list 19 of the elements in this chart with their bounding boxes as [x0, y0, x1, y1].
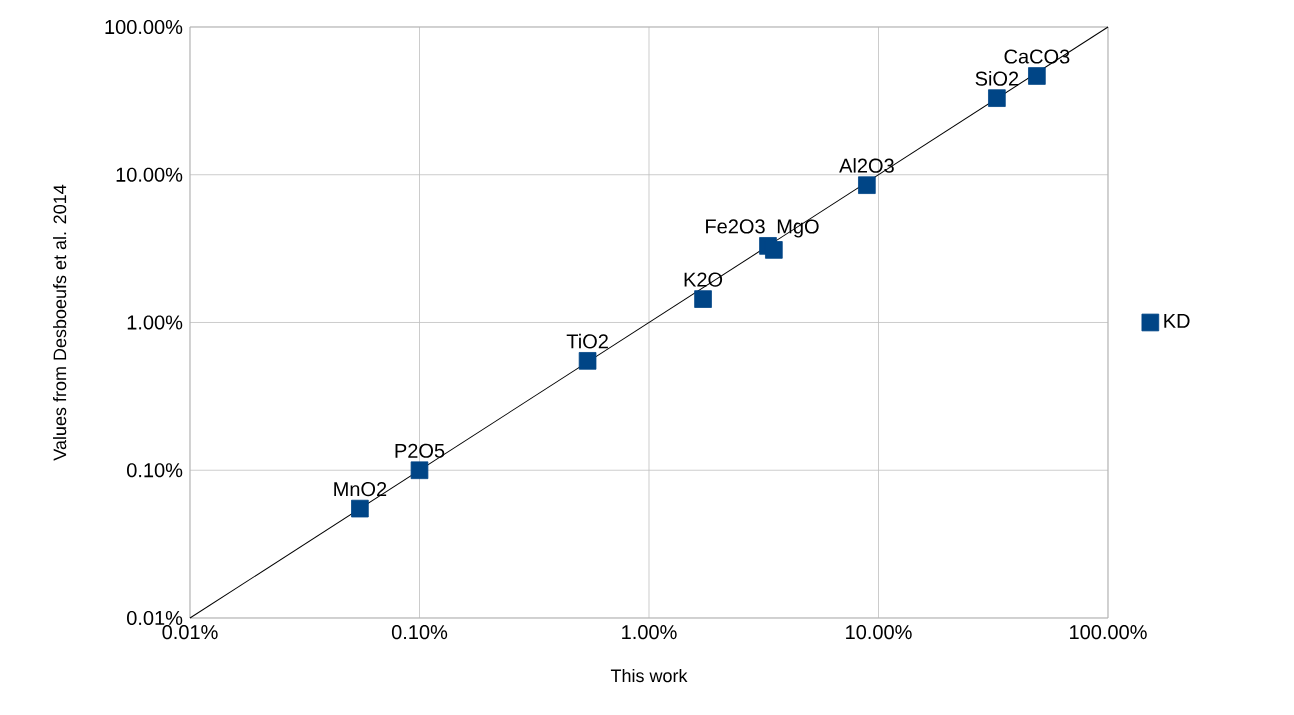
y-tick-label: 100.00% [105, 19, 183, 35]
legend-label: KD [1164, 314, 1190, 328]
annotation: P2O5 [395, 443, 445, 458]
x-axis-title: This work [610, 668, 688, 683]
x-tick-label: 10.00% [846, 625, 912, 640]
y-tick-label: 1.00% [127, 315, 183, 330]
y-tick-label: 0.01% [127, 610, 183, 626]
x-tick-label: 0.10% [391, 625, 448, 640]
annotation: Fe2O3 [706, 219, 765, 234]
x-tick-label: 1.00% [622, 625, 677, 640]
annotation: MnO2 [334, 482, 387, 497]
annotation: TiO2 [566, 333, 608, 349]
x-tick-label: 0.01% [162, 625, 218, 640]
x-tick-label: 100.00% [1070, 625, 1147, 640]
y-tick-label: 10.00% [116, 167, 183, 182]
annotation: SiO2 [975, 71, 1019, 86]
y-axis-title: Values from Desboeufs et al. 2014 [53, 184, 67, 461]
y-tick-label: 0.10% [127, 463, 183, 478]
annotation: Al2O3 [839, 158, 894, 173]
